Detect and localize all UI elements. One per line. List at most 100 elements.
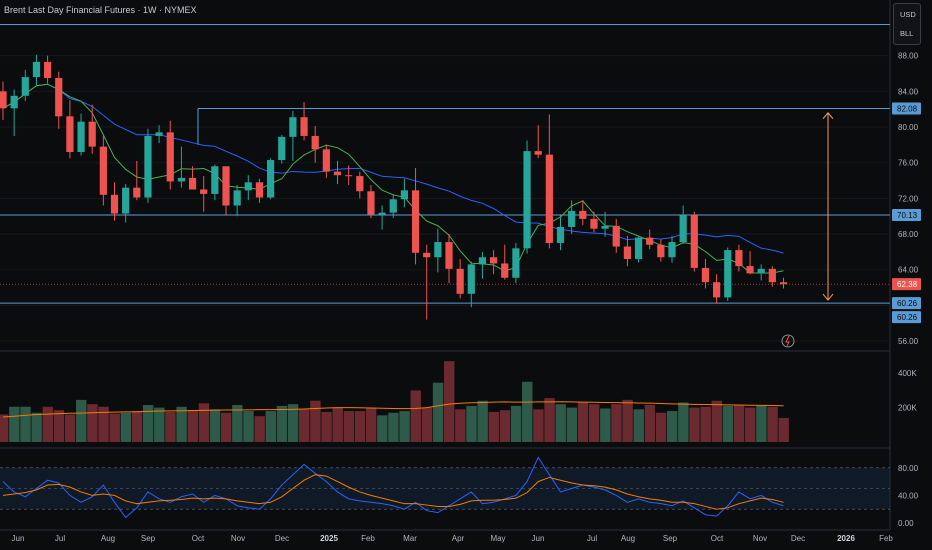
candle-body [556, 226, 565, 243]
candle-body [634, 237, 643, 260]
volume-bar [488, 411, 499, 442]
candle-body [244, 182, 252, 191]
currency-unit-selector[interactable]: USD BLL [893, 3, 921, 45]
symbol-title: Brent Last Day Financial Futures · 1W · … [4, 5, 197, 15]
candle-body [579, 210, 587, 219]
candle-body [356, 176, 364, 192]
volume-bar [53, 410, 65, 442]
candle-body [311, 135, 319, 150]
volume-bar [700, 406, 711, 442]
candle-body [501, 263, 509, 278]
volume-bar [522, 381, 533, 442]
candle-body [155, 132, 163, 136]
candle-body [222, 166, 230, 206]
candle-body [122, 187, 130, 214]
price-tick-label: 84.00 [898, 87, 919, 96]
time-axis-label: Jul [587, 534, 597, 543]
candle-body [400, 190, 408, 200]
candle-body [166, 132, 174, 182]
volume-bar [778, 417, 789, 442]
candle-body [21, 77, 29, 96]
volume-bar [154, 407, 165, 442]
time-axis-label: Aug [101, 534, 115, 543]
oscillator-tick-label: 40.00 [898, 491, 919, 500]
volume-tick-label: 400K [898, 369, 917, 378]
volume-bar [254, 416, 265, 442]
price-badge-60-bg [892, 297, 921, 310]
candle-body [389, 199, 397, 213]
candle-body [255, 182, 264, 198]
volume-bar [87, 404, 98, 442]
candle-body [768, 268, 776, 283]
volume-bar [388, 412, 399, 442]
time-axis-label: Nov [231, 534, 245, 543]
candle-body [746, 266, 754, 274]
volume-bar [421, 407, 433, 442]
oscillator-tick-label: 80.00 [898, 464, 919, 473]
volume-bar [711, 400, 722, 442]
volume-bar [432, 382, 444, 442]
volume-bar [533, 409, 544, 442]
volume-bar [410, 390, 421, 442]
volume-bar [588, 404, 600, 442]
volume-bar [98, 406, 109, 442]
candle-body [211, 166, 219, 194]
volume-bar [265, 411, 276, 442]
candle-body [690, 215, 698, 268]
volume-bar [466, 405, 477, 442]
volume-bar [310, 400, 321, 442]
candle-body [423, 252, 431, 258]
price-tick-label: 88.00 [898, 52, 919, 61]
time-axis-label: Feb [361, 534, 375, 543]
candle-body [545, 154, 553, 243]
candle-body [0, 91, 7, 109]
time-axis-label: Dec [791, 534, 805, 543]
candle-body [478, 257, 487, 265]
price-tick-label: 76.00 [898, 159, 919, 168]
volume-bar [689, 407, 700, 442]
candle-body [110, 194, 119, 214]
volume-bar [756, 405, 767, 442]
candle-body [10, 95, 18, 109]
candle-body [623, 246, 631, 260]
candle-body [657, 244, 665, 258]
volume-bar [176, 406, 187, 442]
time-axis-label: Mar [403, 534, 417, 543]
oscillator-tick-label: 0.00 [898, 519, 914, 528]
candle-body [668, 242, 676, 258]
volume-bar [577, 402, 589, 442]
volume-bar [165, 411, 176, 442]
candle-body [646, 237, 654, 245]
volume-bar [20, 406, 31, 442]
volume-bar [120, 412, 132, 442]
volume-bar [611, 404, 622, 442]
volume-bar [644, 405, 656, 442]
currency-label: USD [900, 10, 916, 19]
price-badge-60: 60.26 [897, 299, 918, 308]
volume-bar [332, 407, 343, 442]
candle-body [601, 226, 609, 229]
volume-bar [566, 407, 578, 442]
range-arrow-head-bottom [822, 293, 834, 301]
volume-bar [0, 414, 9, 442]
volume-bar [354, 411, 366, 442]
volume-bar [343, 411, 355, 442]
candle-body [44, 61, 52, 78]
volume-bar [109, 413, 120, 442]
volume-bar [477, 400, 488, 442]
lightning-icon [781, 334, 795, 348]
candle-body [434, 242, 442, 258]
volume-bar [131, 411, 143, 442]
price-tick-label: 56.00 [898, 337, 919, 346]
volume-ma-line [2, 401, 784, 418]
volume-tick-label: 200K [898, 404, 917, 413]
volume-bar [667, 411, 678, 442]
volume-bar [544, 398, 555, 442]
volume-bar [232, 405, 243, 442]
time-axis-label: Feb [879, 534, 893, 543]
price-badge-70: 70.13 [897, 211, 918, 220]
candle-body [701, 267, 710, 283]
volume-bar [31, 412, 42, 442]
candle-body [512, 248, 520, 278]
